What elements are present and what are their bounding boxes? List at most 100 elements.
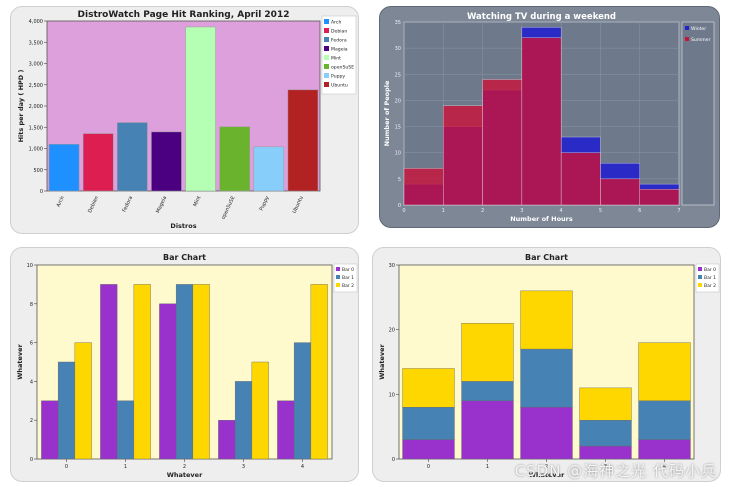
- y-tick-label: 35: [395, 20, 401, 26]
- legend-label: Bar 1: [342, 275, 354, 281]
- y-tick-label: 1,000: [29, 147, 43, 153]
- bar-mint: [185, 26, 216, 192]
- x-tick-label: openSuSE: [220, 195, 236, 220]
- legend-label: Bar 1: [704, 275, 716, 281]
- stack-bar-0: [579, 445, 632, 460]
- x-tick-label: 2: [183, 464, 186, 470]
- bar-bar-1: [57, 361, 76, 460]
- hist-bar-summer: [403, 168, 444, 206]
- x-tick-label: 3: [520, 208, 523, 214]
- hist-bar-summer: [482, 79, 523, 206]
- x-tick-label: 7: [677, 208, 680, 214]
- x-tick-label: Mageia: [155, 195, 168, 214]
- stack-bar-0: [520, 407, 573, 460]
- bar-bar-2: [133, 284, 151, 460]
- stack-bar-0: [638, 439, 691, 460]
- legend-label: openSuSE: [331, 65, 354, 71]
- stack-bar-2: [520, 290, 573, 350]
- stack-bar-1: [461, 381, 514, 401]
- x-tick-label: Ubuntu: [292, 195, 305, 214]
- x-tick-label: 0: [65, 464, 68, 470]
- y-tick-label: 5: [398, 177, 401, 183]
- legend-label: Mint: [331, 56, 341, 62]
- tv-weekend-panel: Watching TV during a weekend 0 5 10 15 20 25 30…: [379, 6, 720, 228]
- y-tick-label: 2,500: [29, 83, 43, 89]
- bar-opensuse: [219, 126, 250, 192]
- legend-label: Summer: [691, 37, 711, 43]
- stack-bar-1: [402, 407, 455, 440]
- legend-label: Bar 0: [704, 267, 716, 273]
- y-tick-label: 0: [398, 203, 401, 209]
- y-tick-label: 10: [27, 263, 33, 269]
- bar-bar-0: [218, 419, 236, 460]
- stack-bar-1: [579, 419, 632, 447]
- chart-title: DistroWatch Page Hit Ranking, April 2012: [78, 10, 290, 20]
- bar-fedora: [117, 122, 148, 192]
- x-tick-label: 4: [663, 464, 666, 470]
- legend-swatch: [324, 28, 329, 33]
- legend-swatch: [324, 73, 329, 78]
- x-tick-label: Fedora: [121, 195, 134, 213]
- bar-bar-2: [192, 284, 210, 460]
- watermark-text: CSDN @海神之光 代码小兵: [514, 462, 717, 480]
- y-tick-label: 2: [30, 418, 33, 424]
- legend-swatch: [336, 275, 340, 279]
- distrowatch-panel: DistroWatch Page Hit Ranking, April 2012…: [10, 6, 359, 234]
- y-tick-label: 6: [30, 341, 33, 347]
- stack-bar-2: [638, 342, 691, 401]
- legend-label: Bar 2: [704, 283, 716, 289]
- x-tick-label: 0: [427, 464, 430, 470]
- legend-label: Ubuntu: [331, 83, 348, 89]
- y-tick-label: 8: [30, 302, 33, 308]
- legend-swatch: [324, 19, 329, 24]
- y-tick-label: 15: [395, 125, 401, 131]
- x-tick-label: 3: [242, 464, 245, 470]
- x-axis-label: Whatever: [167, 471, 203, 479]
- x-tick-label: 6: [638, 208, 641, 214]
- grouped-bar-panel: Bar Chart 0 2 4 6 8 10 0 1 2 3 4 Whatever Whatever Bar…: [10, 247, 359, 482]
- legend-swatch: [698, 267, 702, 271]
- x-tick-label: Arch: [56, 195, 66, 208]
- x-tick-label: 0: [402, 208, 405, 214]
- legend-label: Arch: [331, 20, 341, 26]
- stack-bar-0: [402, 439, 455, 460]
- legend-label: Winter: [691, 26, 706, 32]
- hist-bar-summer: [560, 152, 601, 206]
- y-tick-label: 10: [395, 151, 401, 157]
- legend-box: [681, 21, 715, 206]
- bar-mageia: [151, 131, 182, 192]
- y-tick-label: 1,500: [29, 125, 43, 131]
- y-tick-label: 0: [30, 457, 33, 463]
- y-axis-label: Number of People: [383, 80, 391, 146]
- legend-swatch: [324, 46, 329, 51]
- bar-bar-1: [234, 381, 253, 460]
- x-tick-label: 1: [442, 208, 445, 214]
- x-tick-label: Puppy: [259, 195, 271, 212]
- legend-swatch: [324, 55, 329, 60]
- chart-title: Watching TV during a weekend: [467, 12, 616, 22]
- bar-bar-1: [116, 400, 135, 460]
- legend-label: Bar 0: [342, 267, 354, 273]
- legend-label: Bar 2: [342, 283, 354, 289]
- x-tick-label: Debian: [87, 195, 100, 214]
- legend-swatch: [336, 283, 340, 287]
- grouped-bar-chart: Bar Chart 0 2 4 6 8 10 0 1 2 3 4 Whatever Whatever Bar…: [16, 253, 358, 479]
- legend-swatch: [324, 37, 329, 42]
- stack-bar-1: [638, 400, 691, 440]
- bar-bar-2: [310, 284, 328, 460]
- stacked-bar-chart: Bar Chart 0 10 20 30 0 1 2 3 4 Whatever Whatever Bar…: [378, 253, 720, 479]
- y-axis-label: Whatever: [378, 343, 386, 379]
- y-tick-label: 2,000: [29, 104, 43, 110]
- x-axis-label: Number of Hours: [510, 215, 573, 223]
- bar-bar-2: [74, 342, 92, 460]
- x-tick-label: 2: [481, 208, 484, 214]
- y-tick-label: 500: [33, 168, 43, 174]
- y-tick-label: 4: [30, 379, 33, 385]
- y-tick-label: 25: [395, 72, 401, 78]
- legend-swatch: [685, 37, 689, 41]
- y-tick-label: 4,000: [29, 19, 43, 25]
- bar-bar-0: [100, 284, 118, 460]
- tv-weekend-chart: Watching TV during a weekend051015202530…: [383, 12, 715, 223]
- y-tick-label: 30: [389, 263, 395, 269]
- bar-debian: [82, 133, 114, 192]
